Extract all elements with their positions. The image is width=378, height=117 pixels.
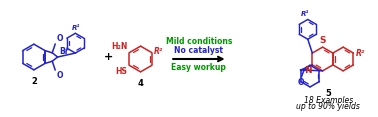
Text: R¹: R¹ <box>72 25 81 31</box>
Text: H₂N: H₂N <box>111 42 127 51</box>
Text: Mild conditions: Mild conditions <box>166 37 232 46</box>
Text: up to 90% yields: up to 90% yields <box>296 102 360 112</box>
Text: Br: Br <box>60 47 69 56</box>
Text: +: + <box>104 52 113 62</box>
Text: S: S <box>319 36 326 45</box>
Text: O: O <box>297 78 304 87</box>
Text: 4: 4 <box>138 79 144 88</box>
Text: 2: 2 <box>31 77 37 86</box>
Text: No catalyst: No catalyst <box>174 46 223 55</box>
Text: HS: HS <box>116 67 127 76</box>
Text: O: O <box>56 71 63 80</box>
Text: R²: R² <box>355 49 365 58</box>
Text: Easy workup: Easy workup <box>172 63 226 72</box>
Text: 18 Examples: 18 Examples <box>304 96 353 105</box>
Text: N: N <box>304 66 311 75</box>
Text: R²: R² <box>154 47 163 56</box>
Text: O: O <box>56 34 63 43</box>
Text: 5: 5 <box>325 89 331 98</box>
Text: R¹: R¹ <box>301 11 309 18</box>
